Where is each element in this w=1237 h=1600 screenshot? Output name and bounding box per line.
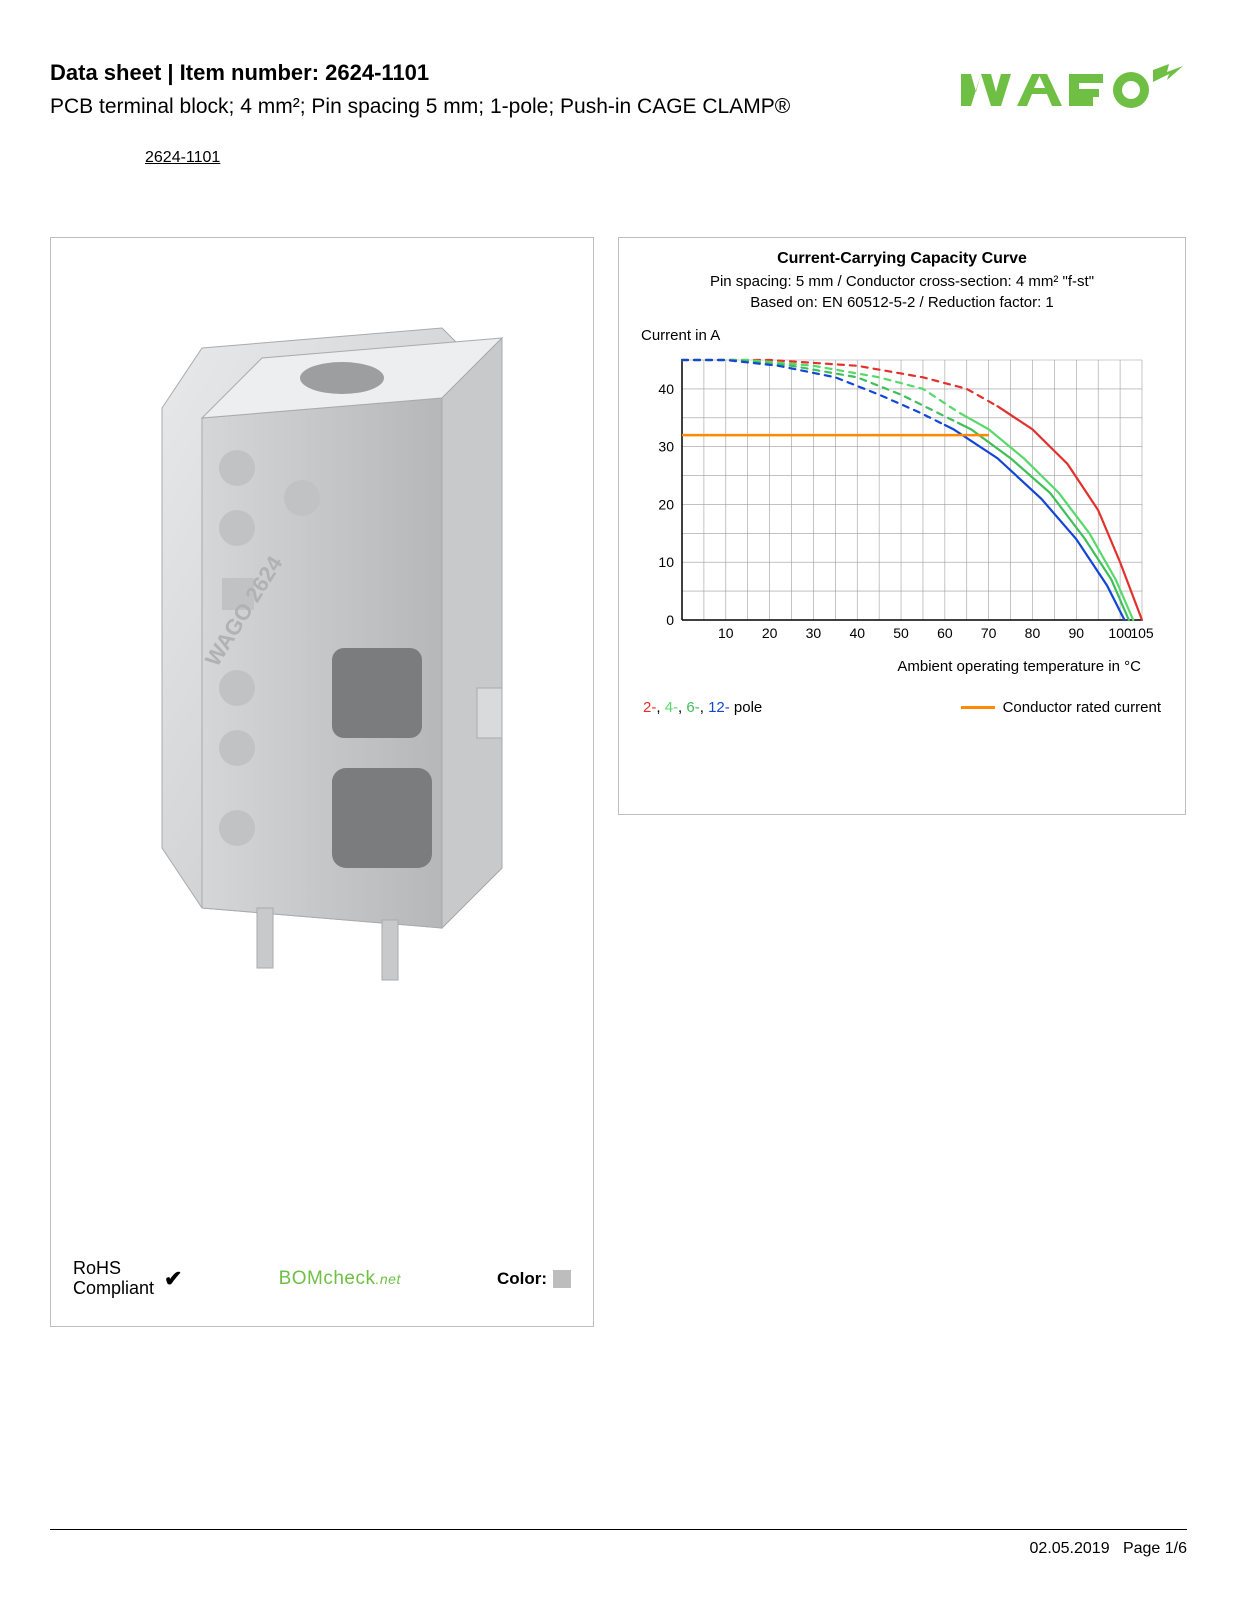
chart-sub2: Based on: EN 60512-5-2 / Reduction facto… bbox=[750, 294, 1054, 311]
bomcheck-main: BOMcheck bbox=[279, 1268, 376, 1289]
legend-pole-2: 2- bbox=[643, 699, 656, 716]
chart-ylabel: Current in A bbox=[641, 327, 1171, 344]
color-swatch bbox=[553, 1270, 571, 1288]
color-label: Color: bbox=[497, 1269, 547, 1289]
legend-poles: 2-, 4-, 6-, 12- pole bbox=[643, 699, 762, 716]
svg-text:30: 30 bbox=[658, 439, 674, 455]
product-image: WAGO 2624 bbox=[51, 238, 593, 1058]
item-number-link[interactable]: 2624-1101 bbox=[145, 149, 220, 167]
chart-sub1: Pin spacing: 5 mm / Conductor cross-sect… bbox=[710, 273, 1094, 290]
bomcheck-badge: BOMcheck.net bbox=[279, 1268, 401, 1290]
wago-logo bbox=[957, 60, 1187, 116]
legend-rated-label: Conductor rated current bbox=[1003, 699, 1161, 716]
footer-rule bbox=[50, 1529, 1187, 1530]
product-panel-footer: RoHS Compliant ✔ BOMcheck.net Color: bbox=[73, 1259, 571, 1299]
product-panel: WAGO 2624 RoHS Compliant ✔ BO bbox=[50, 237, 594, 1327]
svg-text:10: 10 bbox=[718, 625, 734, 641]
svg-text:80: 80 bbox=[1025, 625, 1041, 641]
title-line: Data sheet | Item number: 2624-1101 bbox=[50, 60, 790, 86]
legend-rated-line-icon bbox=[961, 706, 995, 709]
footer-page: Page 1/6 bbox=[1123, 1540, 1187, 1557]
content-row: WAGO 2624 RoHS Compliant ✔ BO bbox=[50, 237, 1187, 1327]
color-indicator: Color: bbox=[497, 1269, 571, 1289]
legend-pole-4: 4- bbox=[665, 699, 678, 716]
legend-pole-12: 12- bbox=[708, 699, 730, 716]
chart-panel: Current-Carrying Capacity Curve Pin spac… bbox=[618, 237, 1186, 815]
svg-text:70: 70 bbox=[981, 625, 997, 641]
svg-text:0: 0 bbox=[666, 612, 674, 628]
rohs-line2: Compliant bbox=[73, 1279, 154, 1299]
svg-text:20: 20 bbox=[762, 625, 778, 641]
footer-text: 02.05.2019 Page 1/6 bbox=[50, 1540, 1187, 1558]
chart-title: Current-Carrying Capacity Curve bbox=[633, 250, 1171, 268]
header: Data sheet | Item number: 2624-1101 PCB … bbox=[50, 60, 1187, 121]
footer-date: 02.05.2019 bbox=[1030, 1540, 1110, 1557]
svg-text:40: 40 bbox=[849, 625, 865, 641]
chart-subtitle: Pin spacing: 5 mm / Conductor cross-sect… bbox=[633, 272, 1171, 313]
legend-rated: Conductor rated current bbox=[961, 699, 1161, 716]
svg-text:20: 20 bbox=[658, 496, 674, 512]
svg-text:90: 90 bbox=[1068, 625, 1084, 641]
subtitle: PCB terminal block; 4 mm²; Pin spacing 5… bbox=[50, 92, 790, 121]
rohs-line1: RoHS bbox=[73, 1259, 154, 1279]
title-item-label: Item number: bbox=[180, 60, 319, 85]
svg-text:60: 60 bbox=[937, 625, 953, 641]
bomcheck-suffix: .net bbox=[376, 1271, 401, 1287]
page-footer: 02.05.2019 Page 1/6 bbox=[50, 1529, 1187, 1558]
svg-text:30: 30 bbox=[806, 625, 822, 641]
title-prefix: Data sheet bbox=[50, 60, 161, 85]
title-item-number: 2624-1101 bbox=[325, 60, 429, 85]
title-sep: | bbox=[161, 60, 179, 85]
svg-text:50: 50 bbox=[893, 625, 909, 641]
legend-poles-suffix: pole bbox=[730, 699, 763, 716]
check-icon: ✔ bbox=[164, 1266, 182, 1292]
legend-pole-6: 6- bbox=[686, 699, 699, 716]
rohs-badge: RoHS Compliant ✔ bbox=[73, 1259, 182, 1299]
svg-text:40: 40 bbox=[658, 381, 674, 397]
header-text: Data sheet | Item number: 2624-1101 PCB … bbox=[50, 60, 790, 121]
chart-legend: 2-, 4-, 6-, 12- pole Conductor rated cur… bbox=[633, 699, 1171, 716]
svg-text:10: 10 bbox=[658, 554, 674, 570]
svg-text:105: 105 bbox=[1130, 625, 1154, 641]
svg-text:100: 100 bbox=[1108, 625, 1132, 641]
capacity-chart: 0 10 20 30 40 10 20 30 40 50 60 70 80 90 100105 bbox=[642, 350, 1162, 650]
chart-xlabel: Ambient operating temperature in °C bbox=[633, 658, 1171, 675]
